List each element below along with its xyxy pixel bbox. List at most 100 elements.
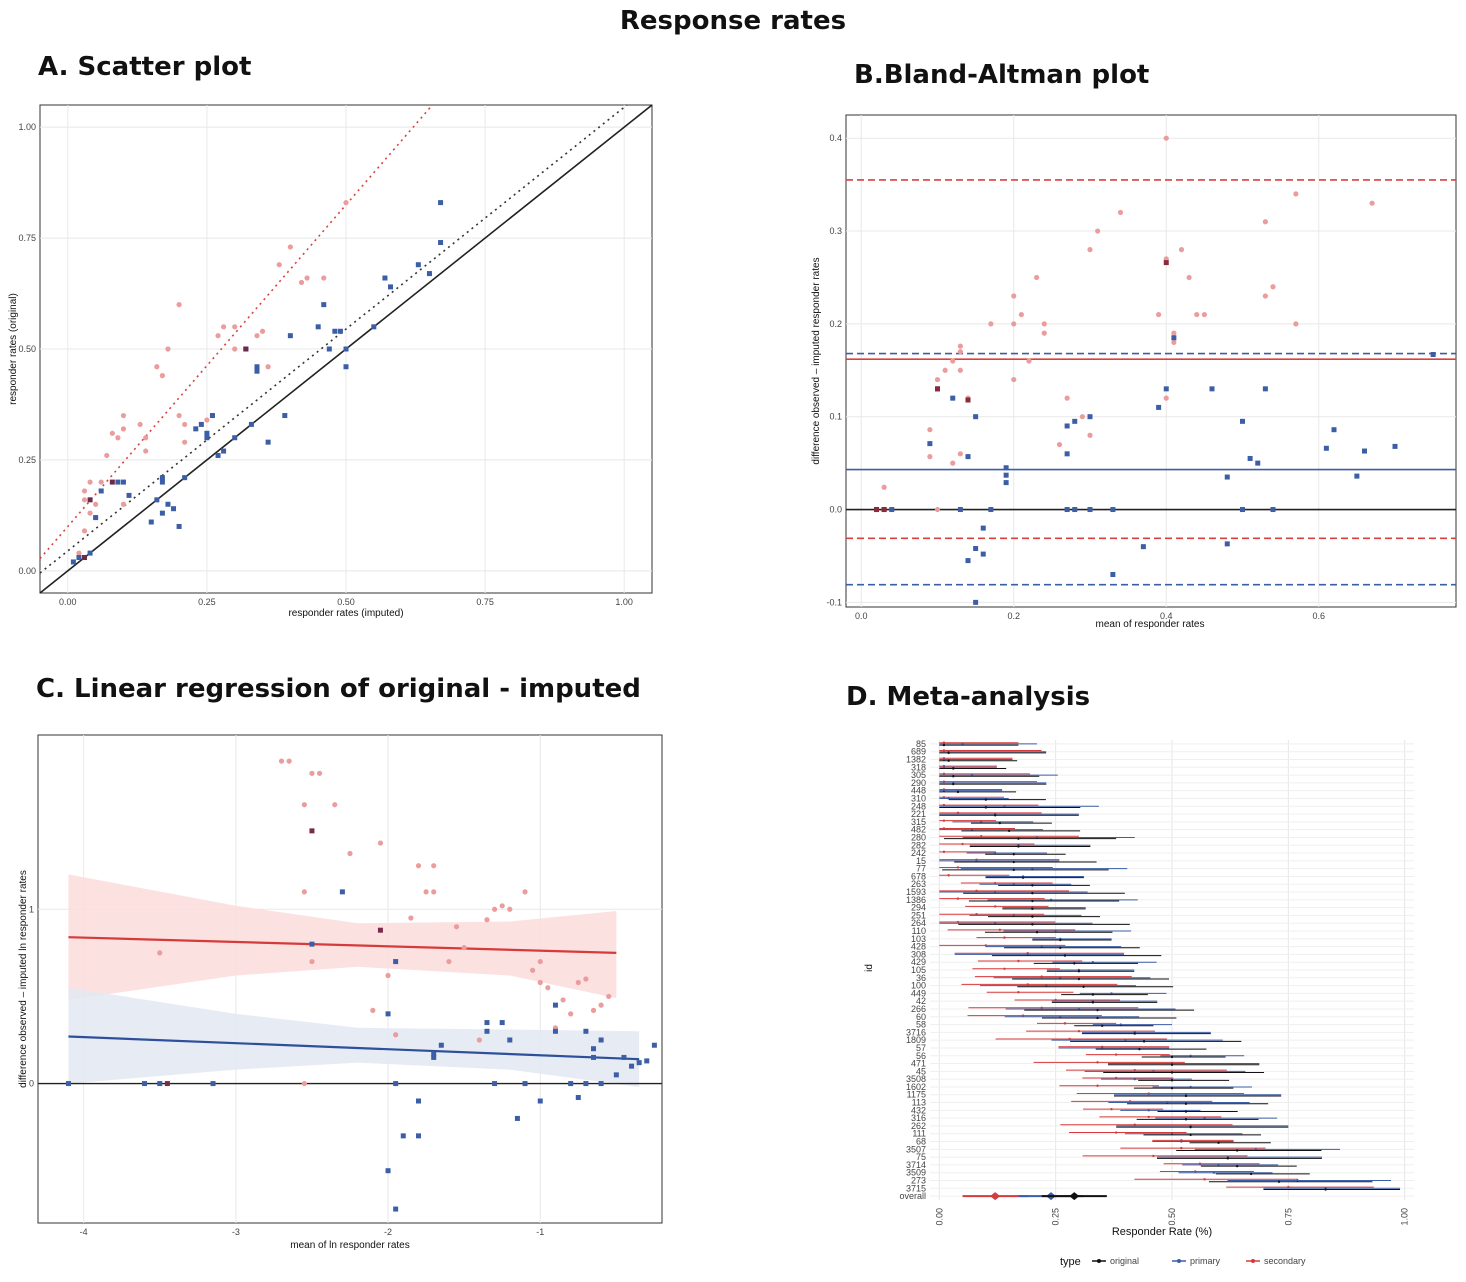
point-primary [552, 1002, 558, 1008]
x-tick-label: 0.4 [1160, 611, 1173, 621]
estimate-primary [1003, 805, 1006, 808]
estimate-secondary [942, 827, 946, 830]
estimate-original [1235, 1164, 1239, 1168]
point-primary [232, 435, 238, 441]
study-id: 428 [911, 942, 926, 952]
study-id: 305 [911, 770, 926, 780]
y-tick-labels: 01 [29, 904, 34, 1088]
estimate-primary [1040, 945, 1043, 948]
estimate-secondary [956, 920, 960, 924]
estimate-secondary [1063, 1022, 1067, 1025]
point-secondary [301, 1080, 307, 1087]
point-secondary [286, 758, 292, 764]
y-tick-label: 0.2 [829, 319, 842, 329]
point-primary [1255, 460, 1261, 466]
y-tick-label: 1 [29, 904, 34, 914]
study-id: 280 [911, 832, 926, 842]
estimate-primary [1119, 1023, 1123, 1026]
point-secondary [1011, 376, 1017, 383]
x-tick-label: 0.25 [198, 597, 216, 607]
estimate-primary [970, 828, 974, 831]
point-primary [1156, 404, 1162, 410]
estimate-secondary [942, 741, 946, 744]
point-primary [371, 324, 377, 330]
point-primary [568, 1081, 574, 1087]
estimate-original [942, 743, 946, 747]
estimate-original [1012, 853, 1015, 856]
study-id: 251 [911, 910, 926, 920]
point-secondary [1262, 219, 1268, 225]
bland-altman-chart: 0.0 0.2 0.4 0.6 -0.1 0.0 0.1 0.2 0.3 0.4 mean of… [811, 114, 1457, 630]
estimate-original [947, 759, 950, 762]
legend-marker-original [1097, 1259, 1101, 1263]
point-secondary [988, 321, 994, 327]
point-secondary [81, 488, 88, 494]
study-id: 678 [911, 871, 926, 881]
estimate-secondary [1017, 990, 1020, 994]
point-secondary [309, 958, 315, 965]
x-axis-label: mean of ln responder rates [290, 1240, 410, 1251]
estimate-original [1063, 954, 1067, 957]
point-secondary [1117, 209, 1124, 216]
point-primary [393, 1081, 399, 1087]
estimate-secondary [998, 928, 1002, 932]
point-primary [337, 328, 343, 334]
study-id: 294 [911, 903, 926, 913]
point-secondary [507, 906, 513, 912]
point-secondary [204, 417, 210, 423]
point-secondary [957, 451, 963, 457]
estimate-original [952, 767, 955, 770]
study-id: 1175 [907, 1090, 926, 1100]
estimate-original [1031, 907, 1034, 911]
x-tick-label: 0.75 [476, 597, 494, 607]
point-overlap [377, 927, 383, 933]
point-secondary [1262, 293, 1268, 299]
point-secondary [1064, 395, 1070, 401]
estimate-original [993, 814, 997, 817]
legend-marker-primary [1177, 1259, 1181, 1263]
point-primary [621, 1054, 627, 1060]
point-primary [254, 368, 260, 374]
point-secondary [1056, 441, 1063, 448]
point-secondary [143, 448, 149, 454]
y-tick-label: 0.50 [18, 344, 36, 354]
study-id-labels: 8568913823183052904483102482213154822802… [899, 739, 926, 1201]
estimate-secondary [942, 772, 946, 776]
study-id: 3508 [906, 1074, 926, 1084]
scatter-plot-chart: 0.00 0.25 0.50 0.75 1.00 0.00 0.25 0.50 0.75 1.0… [8, 104, 653, 619]
study-id: 482 [911, 825, 926, 835]
point-secondary [343, 200, 349, 206]
point-secondary [232, 324, 238, 330]
point-primary [1430, 352, 1436, 358]
estimate-secondary [984, 944, 988, 947]
point-secondary [1095, 228, 1101, 234]
x-tick-label: 0.0 [855, 611, 868, 621]
estimate-original [1324, 1188, 1327, 1191]
y-tick-labels: 0.00 0.25 0.50 0.75 1.00 [18, 122, 36, 576]
point-primary [980, 525, 986, 531]
point-primary [889, 507, 895, 513]
point-secondary [560, 997, 566, 1003]
study-id: 273 [911, 1176, 926, 1186]
study-id: 56 [916, 1051, 926, 1061]
x-tick-label: 1.00 [615, 597, 633, 607]
point-secondary [301, 889, 307, 895]
estimate-secondary [1194, 1170, 1197, 1173]
point-secondary [1293, 191, 1299, 197]
point-overlap [164, 1081, 170, 1087]
panel-a-title: A. Scatter plot [38, 52, 252, 82]
point-secondary [934, 506, 941, 513]
estimate-original [1184, 1118, 1188, 1121]
point-primary [159, 510, 165, 516]
point-secondary [182, 439, 188, 445]
point-primary [248, 421, 254, 427]
point-secondary [1178, 247, 1185, 253]
point-primary [115, 479, 121, 485]
study-id: 432 [911, 1105, 926, 1115]
point-primary [171, 506, 177, 512]
estimate-secondary [956, 811, 960, 815]
regression-lines [38, 936, 662, 1085]
estimate-original [1059, 938, 1062, 942]
limit-lines [846, 179, 1456, 586]
point-primary [522, 1081, 528, 1087]
